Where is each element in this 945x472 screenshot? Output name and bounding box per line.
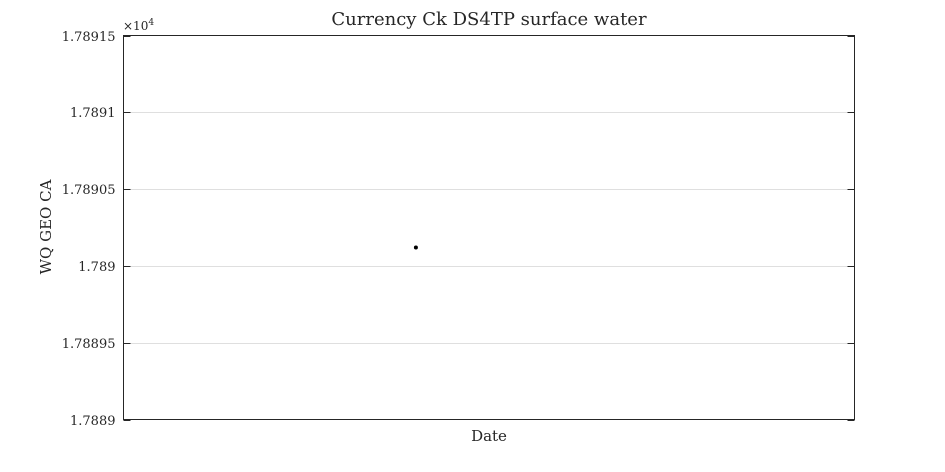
data-points bbox=[413, 245, 418, 250]
y-tick-label: 1.789 bbox=[78, 260, 115, 275]
x-axis-label: Date bbox=[471, 427, 507, 445]
y-tick-labels: 1.7889 1.78895 1.789 1.78905 1.7891 1.78915 bbox=[62, 30, 116, 429]
grid-layer bbox=[123, 112, 855, 344]
y-tick-label: 1.7891 bbox=[70, 106, 116, 121]
y-tick-label: 1.7889 bbox=[70, 414, 116, 429]
y-axis-label: WQ GEO CA bbox=[37, 179, 55, 274]
y-tick-label: 1.78905 bbox=[62, 183, 116, 198]
y-tick-label: 1.78915 bbox=[62, 30, 116, 45]
data-point bbox=[413, 245, 418, 250]
y-axis-multiplier: ×104 bbox=[123, 18, 154, 33]
y-axis-multiplier-exponent: 4 bbox=[148, 18, 154, 28]
tick-layer bbox=[123, 36, 855, 421]
plot-area-frame bbox=[123, 35, 855, 420]
y-axis-multiplier-base: ×10 bbox=[123, 19, 148, 33]
y-tick-label: 1.78895 bbox=[62, 337, 116, 352]
chart-title: Currency Ck DS4TP surface water bbox=[331, 9, 647, 30]
